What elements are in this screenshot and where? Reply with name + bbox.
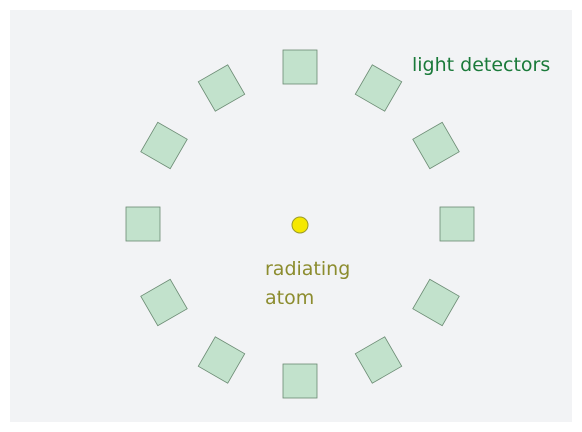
detector [282, 49, 318, 85]
detector [412, 121, 460, 170]
atom [291, 216, 309, 234]
detector [354, 336, 403, 384]
detector-ring [125, 49, 475, 399]
detector [125, 206, 161, 242]
detector [282, 363, 318, 399]
atom-label-line: atom [265, 287, 314, 309]
detector [439, 206, 475, 242]
detector [140, 278, 188, 327]
detector [197, 64, 246, 112]
detector [354, 64, 403, 112]
atom-label-line: radiating [265, 258, 350, 280]
detector-label: light detectors [412, 54, 550, 76]
detector [140, 121, 188, 170]
detector [412, 278, 460, 327]
detector [197, 336, 246, 384]
